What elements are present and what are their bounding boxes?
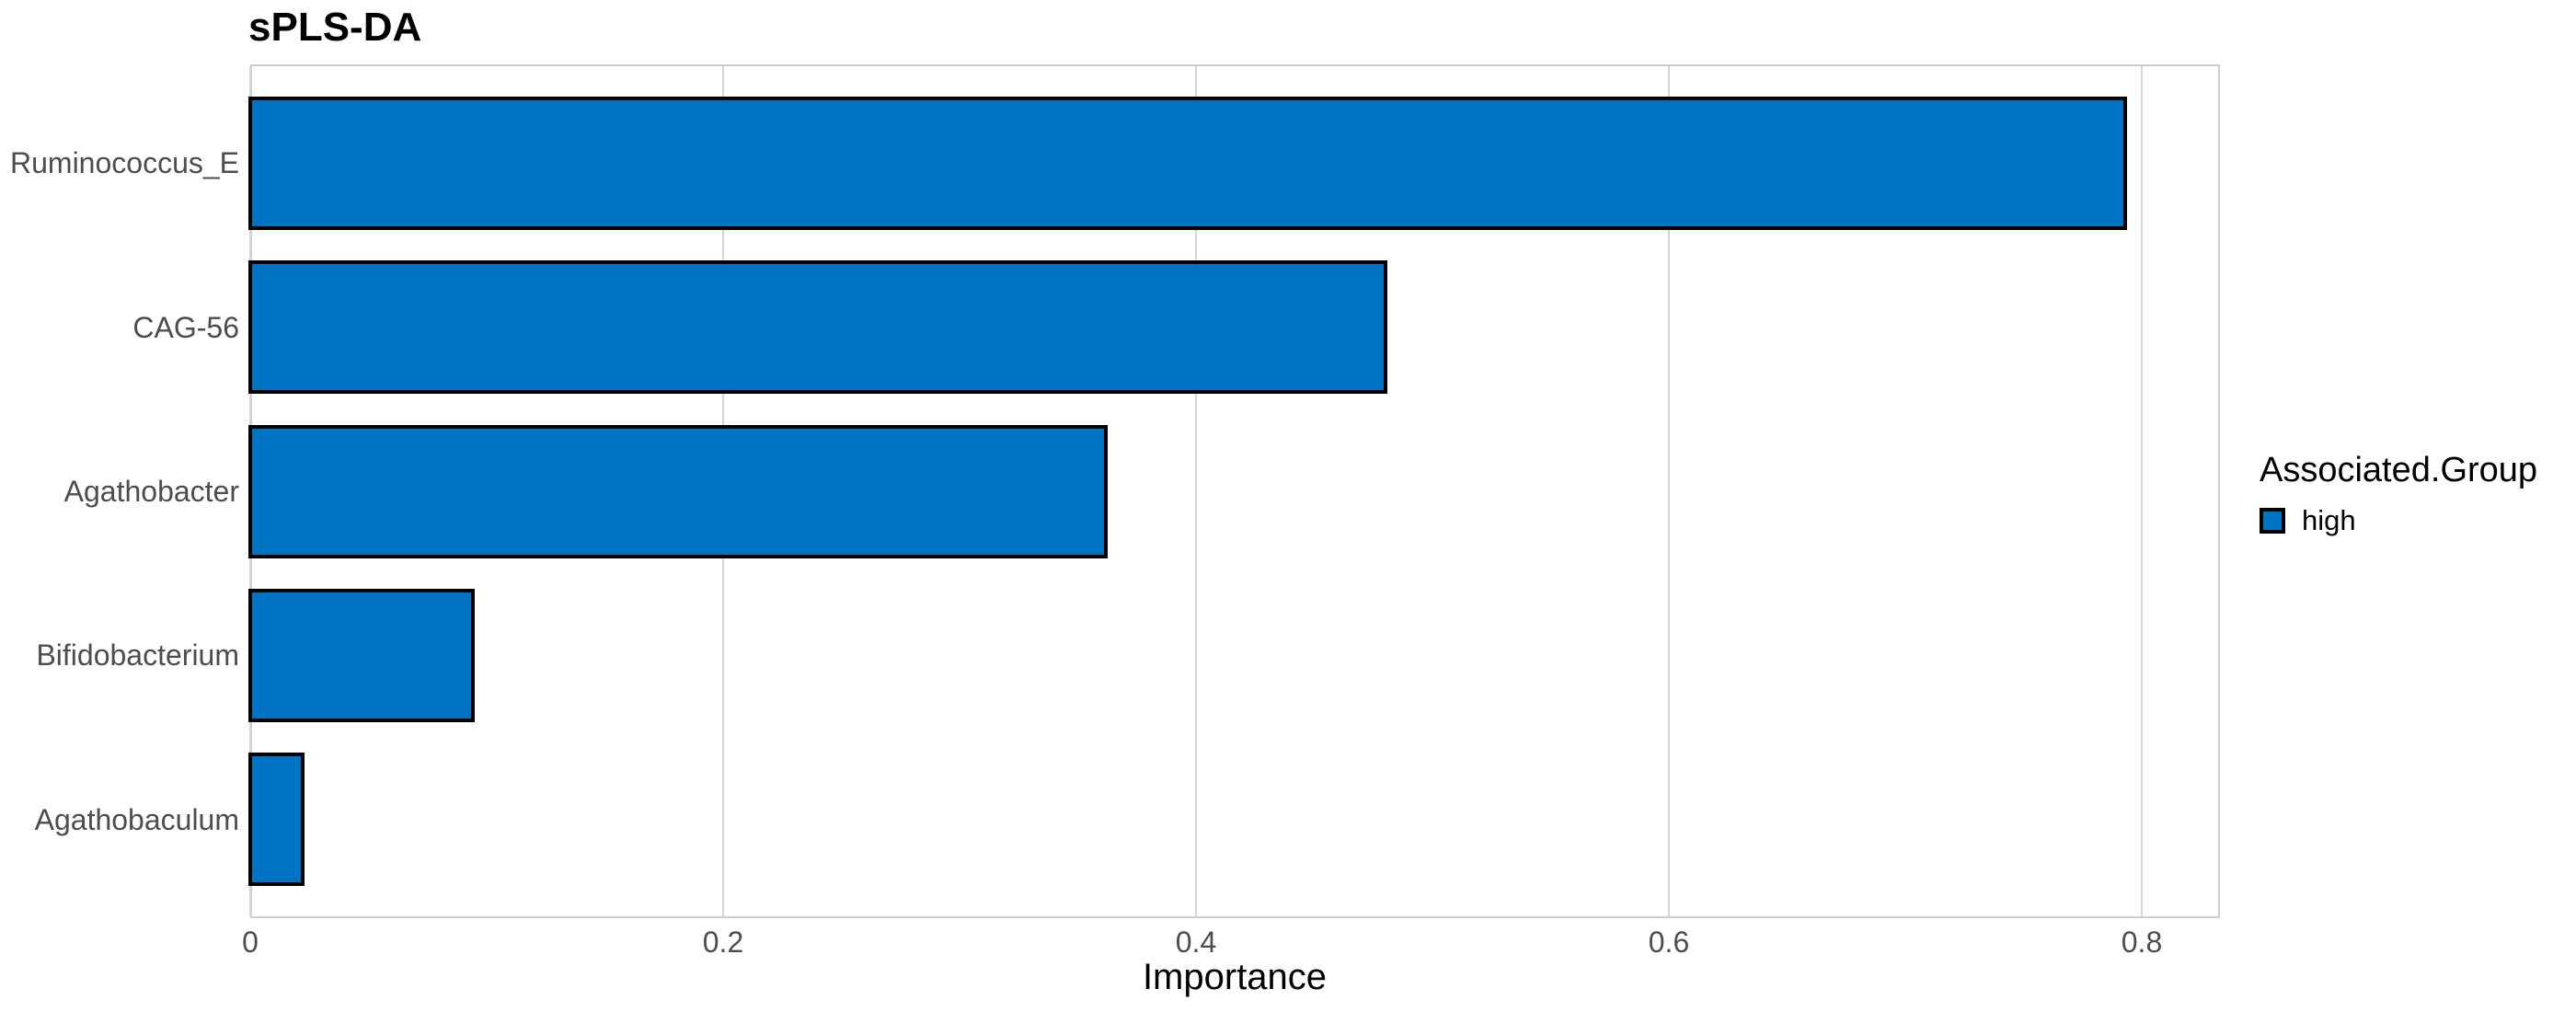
x-tick-label: 0.2 [702, 926, 744, 959]
bar-Bifidobacterium [248, 589, 475, 722]
y-tick-label: CAG-56 [132, 311, 239, 344]
x-tick-label: 0.8 [2121, 926, 2163, 959]
legend-color-swatch [2260, 508, 2285, 534]
y-tick-label: Agathobaculum [34, 803, 239, 836]
plot-title: sPLS-DA [248, 5, 422, 50]
x-tick-label: 0.6 [1648, 926, 1690, 959]
x-gridline [2141, 66, 2144, 916]
bar-Agathobacter [248, 425, 1108, 558]
y-tick-label: Bifidobacterium [36, 638, 239, 672]
legend-key-row: high [2260, 504, 2537, 537]
bar-Ruminococcus_E [248, 97, 2127, 230]
legend-title: Associated.Group [2260, 451, 2538, 489]
x-tick-label: 0 [242, 926, 259, 959]
legend-key-label: high [2302, 504, 2356, 536]
legend: Associated.Group high [2260, 449, 2537, 537]
x-axis-title: Importance [1142, 957, 1328, 997]
x-gridline [1668, 66, 1671, 916]
x-gridline [1195, 66, 1198, 916]
y-tick-label: Ruminococcus_E [10, 146, 239, 179]
bar-Agathobaculum [248, 753, 305, 886]
x-tick-label: 0.4 [1175, 926, 1217, 959]
y-tick-label: Agathobacter [63, 475, 239, 508]
bar-CAG-56 [248, 260, 1387, 394]
